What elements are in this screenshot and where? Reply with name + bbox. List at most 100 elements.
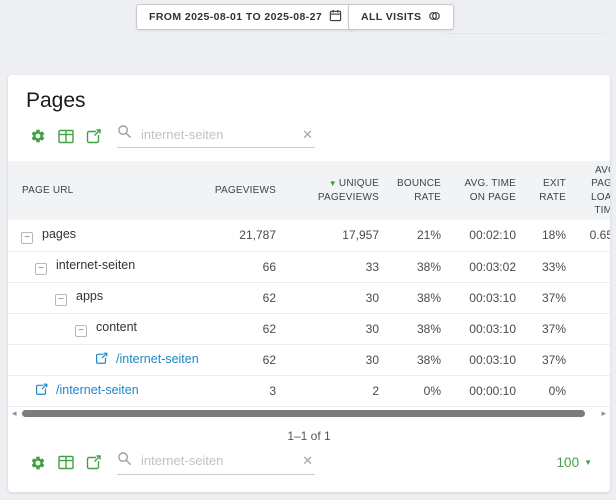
- cell-unique-pageviews: 33: [286, 251, 389, 283]
- cell-unique-pageviews: 30: [286, 313, 389, 345]
- settings-gear-icon[interactable]: [29, 454, 46, 471]
- column-header-avg-time-on-page[interactable]: AVG. TIME ON PAGE: [451, 161, 526, 220]
- cell-exit-rate: 18%: [526, 220, 576, 252]
- cell-avg-time: 00:03:10: [451, 282, 526, 314]
- cell-unique-pageviews: 30: [286, 344, 389, 376]
- cell-avg-time: 00:02:10: [451, 220, 526, 252]
- table-row: − content 62 30 38% 00:03:10 37%: [8, 313, 610, 345]
- cell-bounce-rate: 38%: [389, 313, 451, 345]
- cell-exit-rate: 37%: [526, 282, 576, 314]
- column-header-page-url[interactable]: PAGE URL: [8, 161, 208, 220]
- scroll-right-icon[interactable]: ▸: [601, 407, 606, 418]
- cell-unique-pageviews: 2: [286, 375, 389, 407]
- table-row: /internet-seiten 62 30 38% 00:03:10 37%: [8, 344, 610, 376]
- pages-table: PAGE URL PAGEVIEWS ▼ UNIQUE PAGEVIEWS BOU…: [8, 161, 610, 407]
- pages-report-card: Pages ✕: [8, 75, 610, 492]
- row-label[interactable]: content: [96, 320, 138, 334]
- row-label[interactable]: internet-seiten: [56, 258, 136, 272]
- cell-unique-pageviews: 17,957: [286, 220, 389, 252]
- search-icon: [117, 124, 141, 144]
- table-row: − pages 21,787 17,957 21% 00:02:10 18% 0.…: [8, 220, 610, 252]
- cell-exit-rate: 37%: [526, 313, 576, 345]
- collapse-row-icon[interactable]: −: [35, 263, 47, 275]
- chevron-down-icon: ▼: [584, 458, 592, 467]
- cell-load-time: [576, 344, 610, 376]
- cell-exit-rate: 0%: [526, 375, 576, 407]
- external-link-icon[interactable]: [95, 352, 108, 368]
- report-toolbar-top: ✕: [8, 121, 610, 151]
- footer-toolbar-left: ✕: [8, 451, 315, 475]
- segment-button[interactable]: ALL VISITS: [348, 4, 455, 30]
- cell-load-time: [576, 251, 610, 283]
- search-icon: [117, 451, 141, 471]
- cell-avg-time: 00:03:10: [451, 344, 526, 376]
- header-divider: [443, 33, 604, 34]
- scrollbar-thumb[interactable]: [22, 409, 585, 417]
- page-title: Pages: [26, 89, 86, 112]
- collapse-row-icon[interactable]: −: [21, 231, 33, 244]
- collapse-row-icon[interactable]: −: [75, 325, 87, 337]
- column-header-bounce-rate[interactable]: BOUNCE RATE: [389, 161, 451, 220]
- report-toolbar-bottom: ✕ 100 ▼: [8, 451, 610, 475]
- cell-unique-pageviews: 30: [286, 282, 389, 314]
- cell-pageviews: 3: [208, 375, 286, 407]
- cell-avg-time: 00:00:10: [451, 375, 526, 407]
- cell-bounce-rate: 38%: [389, 344, 451, 376]
- cell-exit-rate: 33%: [526, 251, 576, 283]
- cell-load-time: [576, 313, 610, 345]
- cell-bounce-rate: 0%: [389, 375, 451, 407]
- cell-pageviews: 66: [208, 251, 286, 283]
- report-search: ✕: [117, 124, 315, 148]
- top-bar: FROM 2025-08-01 TO 2025-08-27 ALL VISITS: [0, 0, 616, 40]
- cell-load-time: [576, 375, 610, 407]
- cell-exit-rate: 37%: [526, 344, 576, 376]
- cell-pageviews: 21,787: [208, 220, 286, 252]
- cell-bounce-rate: 21%: [389, 220, 451, 252]
- column-header-pageviews[interactable]: PAGEVIEWS: [208, 161, 286, 220]
- table-row: − internet-seiten 66 33 38% 00:03:02 33%: [8, 251, 610, 283]
- scroll-left-icon[interactable]: ◂: [12, 407, 17, 418]
- report-table-container: PAGE URL PAGEVIEWS ▼ UNIQUE PAGEVIEWS BOU…: [8, 161, 610, 407]
- cell-pageviews: 62: [208, 282, 286, 314]
- table-row: − apps 62 30 38% 00:03:10 37%: [8, 282, 610, 314]
- page-url-link[interactable]: /internet-seiten: [56, 382, 139, 397]
- segment-users-icon: [428, 10, 441, 25]
- cell-avg-time: 00:03:02: [451, 251, 526, 283]
- calendar-icon: [329, 9, 342, 25]
- clear-search-icon[interactable]: ✕: [302, 126, 313, 142]
- search-input[interactable]: [141, 126, 301, 142]
- cell-load-time: [576, 282, 610, 314]
- columns-table-icon[interactable]: [57, 128, 74, 145]
- page-url-link[interactable]: /internet-seiten: [116, 351, 199, 366]
- cell-pageviews: 62: [208, 313, 286, 345]
- segment-label: ALL VISITS: [361, 11, 422, 23]
- rows-per-page-value: 100: [556, 455, 580, 470]
- columns-table-icon[interactable]: [57, 454, 74, 471]
- export-icon[interactable]: [85, 454, 102, 471]
- cell-avg-time: 00:03:10: [451, 313, 526, 345]
- pagination-range: 1–1 of 1: [287, 428, 331, 443]
- table-header-row: PAGE URL PAGEVIEWS ▼ UNIQUE PAGEVIEWS BOU…: [8, 161, 610, 220]
- horizontal-scrollbar: ◂ ▸: [8, 407, 610, 420]
- row-label[interactable]: apps: [76, 289, 104, 303]
- rows-per-page-dropdown[interactable]: 100 ▼: [557, 455, 592, 470]
- clear-search-icon[interactable]: ✕: [302, 453, 313, 468]
- sort-desc-icon: ▼: [328, 179, 337, 188]
- collapse-row-icon[interactable]: −: [55, 294, 67, 306]
- date-range-label: FROM 2025-08-01 TO 2025-08-27: [149, 11, 323, 23]
- cell-bounce-rate: 38%: [389, 282, 451, 314]
- settings-gear-icon[interactable]: [29, 128, 46, 145]
- search-input[interactable]: [141, 453, 301, 468]
- export-icon[interactable]: [85, 128, 102, 145]
- report-search-bottom: ✕: [117, 451, 315, 475]
- cell-pageviews: 62: [208, 344, 286, 376]
- column-header-avg-page-load-time[interactable]: AVG. PAGE LOAD TIME: [576, 161, 610, 220]
- date-range-button[interactable]: FROM 2025-08-01 TO 2025-08-27: [136, 4, 356, 30]
- column-header-unique-pageviews[interactable]: ▼ UNIQUE PAGEVIEWS: [286, 161, 389, 220]
- external-link-icon[interactable]: [35, 383, 48, 399]
- row-label[interactable]: pages: [42, 226, 77, 241]
- table-row: /internet-seiten 3 2 0% 00:00:10 0%: [8, 375, 610, 407]
- cell-bounce-rate: 38%: [389, 251, 451, 283]
- column-header-exit-rate[interactable]: EXIT RATE: [526, 161, 576, 220]
- cell-load-time: 0.65s: [576, 220, 610, 252]
